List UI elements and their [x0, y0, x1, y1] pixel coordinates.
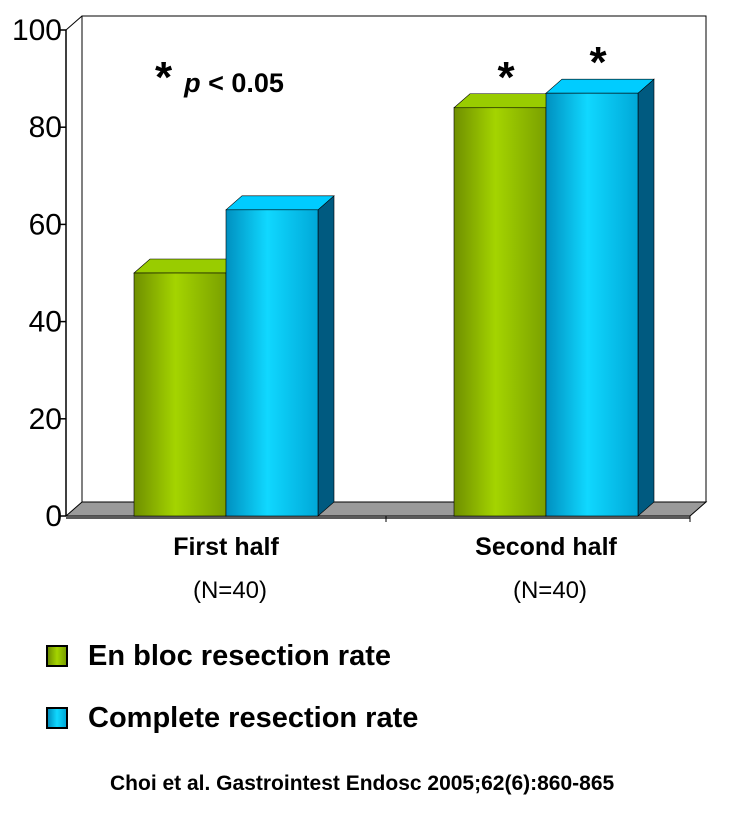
bar-front	[133, 272, 227, 517]
y-tick-label: 20	[29, 403, 62, 436]
floor-front	[66, 516, 690, 519]
bar-side	[637, 78, 655, 517]
category-sublabel: (N=40)	[513, 577, 587, 604]
legend-item-complete: Complete resection rate	[46, 698, 418, 738]
y-tick-label: 40	[29, 306, 62, 339]
bar-front	[225, 209, 319, 517]
legend-label: En bloc resection rate	[88, 639, 391, 672]
category-label: First half	[173, 533, 279, 561]
category-sublabel: (N=40)	[193, 577, 267, 604]
y-tick-label: 0	[45, 500, 62, 533]
y-tick-label: 80	[29, 111, 62, 144]
legend-swatch-cyan	[46, 707, 68, 729]
legend-item-en-bloc: En bloc resection rate	[46, 636, 418, 676]
legend-swatch-green	[46, 645, 68, 667]
bar-front	[545, 92, 639, 517]
citation: Choi et al. Gastrointest Endosc 2005;62(…	[110, 772, 615, 795]
bar-front	[453, 107, 547, 517]
category-label: Second half	[475, 533, 617, 561]
legend: En bloc resection rate Complete resectio…	[46, 636, 418, 738]
bar-side	[317, 195, 335, 517]
significance-star: *	[497, 53, 515, 102]
frame-edge	[65, 15, 83, 31]
category-labels: First half (N=40) Second half (N=40)	[173, 533, 617, 604]
significance-star: *	[589, 38, 607, 87]
bars: * *	[133, 38, 655, 517]
p-value-annotation: * p < 0.05	[155, 53, 284, 102]
bar	[545, 78, 655, 517]
bar-top	[225, 195, 335, 211]
legend-label: Complete resection rate	[88, 701, 419, 734]
y-tick-label: 60	[29, 208, 62, 241]
bar	[225, 195, 335, 517]
y-axis-ticks: 0 20 40 60 80 100	[12, 14, 66, 533]
y-tick-label: 100	[12, 14, 62, 47]
